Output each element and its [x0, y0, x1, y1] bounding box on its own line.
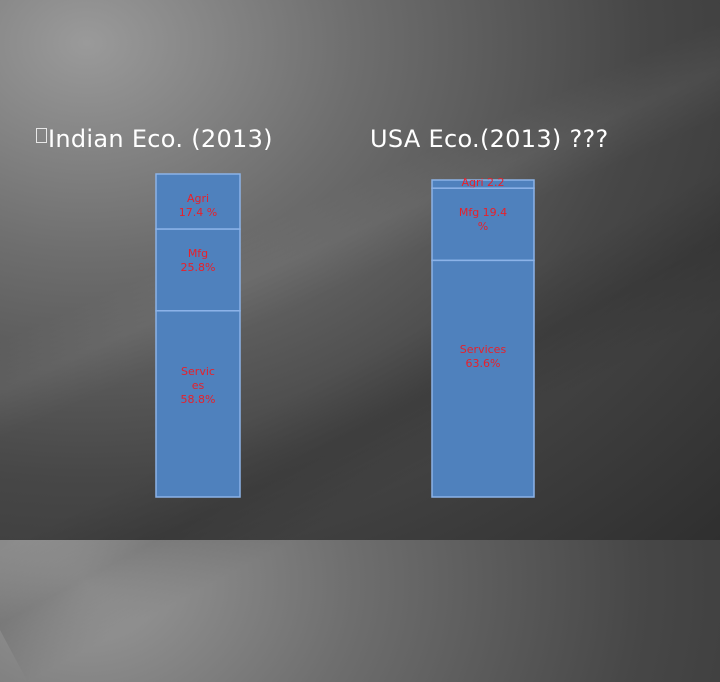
- bar-label-usa-mfg: Mfg 19.4%: [459, 206, 507, 233]
- bar-segment-india-services: [155, 310, 241, 498]
- slide-bullet: [36, 126, 49, 143]
- bar-segment-india-mfg: [155, 228, 241, 312]
- square-bullet-icon: [36, 128, 47, 143]
- heading-usa: USA Eco.(2013) ???: [370, 125, 609, 153]
- heading-india: Indian Eco. (2013): [48, 125, 273, 153]
- bar-segment-india-agri: [155, 173, 241, 230]
- bar-label-india-agri: Agri 17.4 %: [179, 192, 217, 219]
- bar-segment-usa-mfg: [431, 187, 535, 262]
- bar-label-india-mfg: Mfg 25.8%: [181, 247, 216, 274]
- bar-segment-usa-services: [431, 259, 535, 498]
- bar-label-usa-services: Services 63.6%: [460, 343, 507, 370]
- bar-label-india-services: Servic es 58.8%: [181, 365, 216, 406]
